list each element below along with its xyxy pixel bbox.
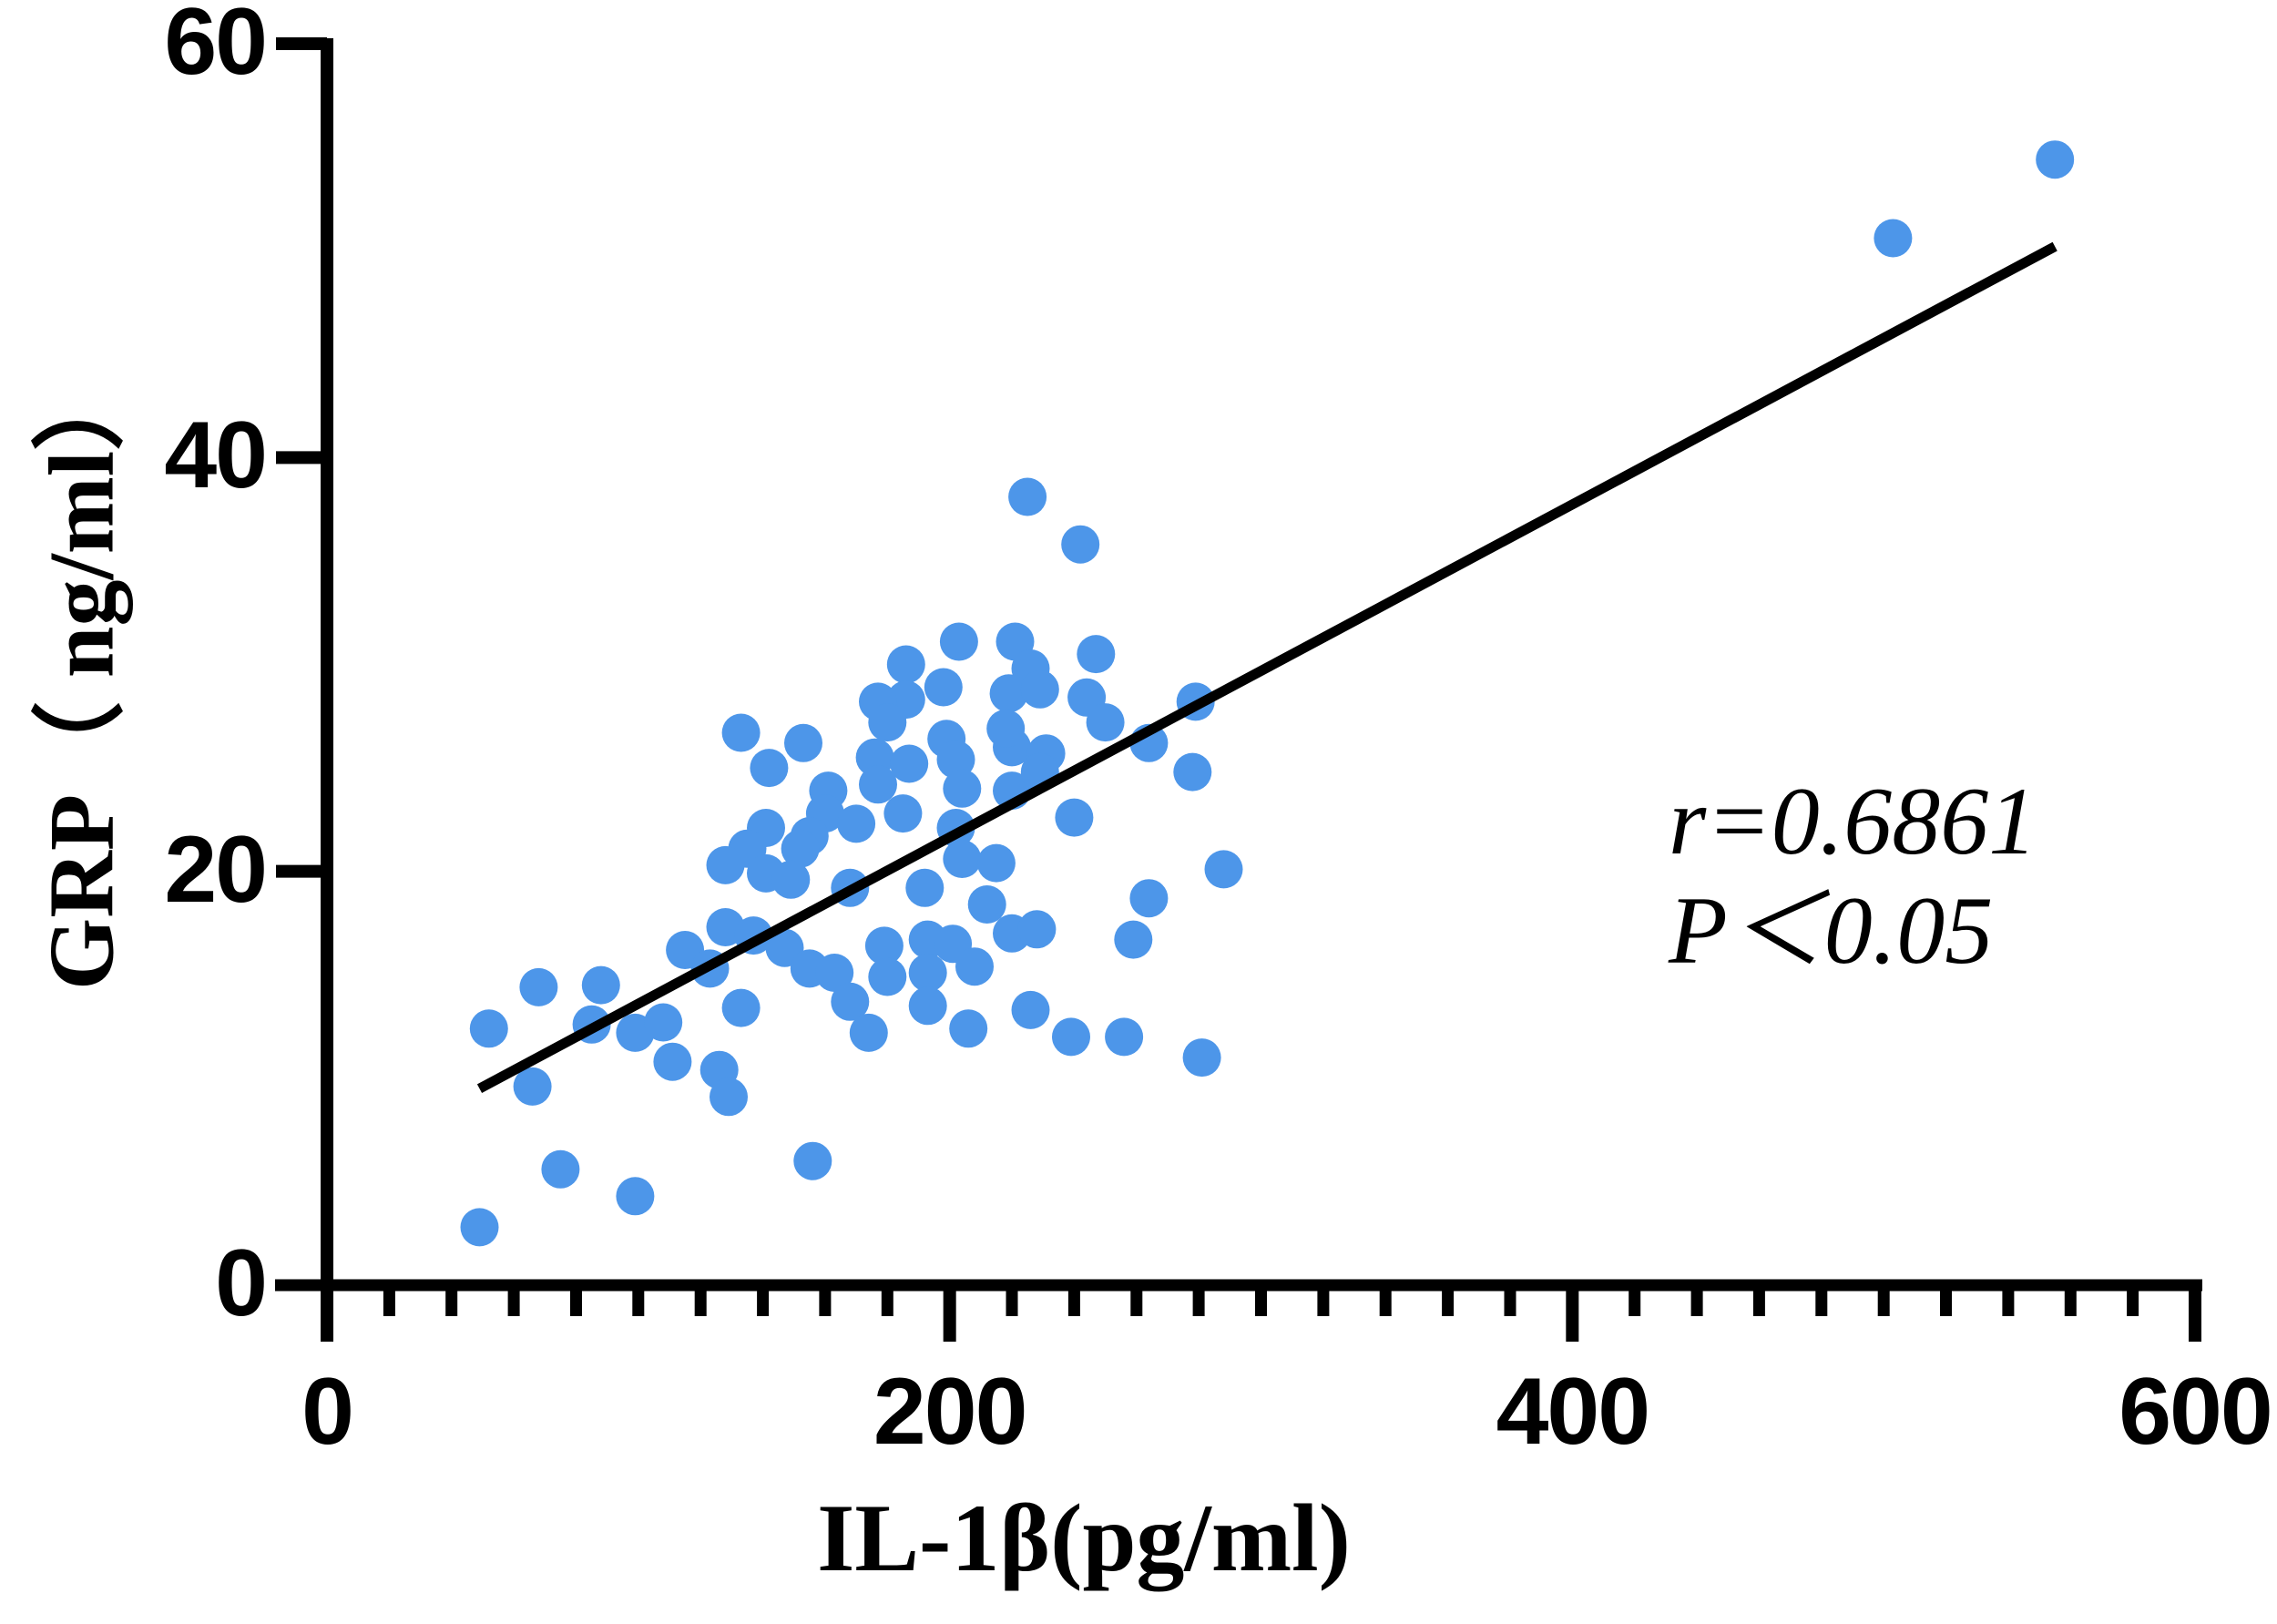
data-point	[793, 1141, 832, 1180]
x-tick-label-400: 400	[1496, 1359, 1651, 1465]
data-point	[849, 1013, 888, 1052]
data-point	[905, 868, 944, 907]
data-point	[1020, 669, 1059, 709]
data-point	[781, 829, 820, 868]
annotation-r-value: r=0.6861	[1669, 768, 2037, 874]
data-point	[1077, 635, 1116, 674]
data-point	[939, 622, 978, 661]
data-point	[513, 1067, 552, 1106]
data-point	[616, 1177, 655, 1216]
data-point	[924, 668, 963, 707]
data-point	[1052, 1017, 1090, 1057]
x-axis-title: IL-1β(pg/ml)	[817, 1485, 1351, 1591]
data-point	[721, 713, 761, 752]
data-point	[908, 954, 947, 992]
data-point	[1129, 879, 1169, 918]
data-point	[815, 954, 854, 992]
y-tick-label-0: 0	[215, 1230, 268, 1336]
data-point	[581, 965, 620, 1005]
data-point	[868, 957, 907, 996]
x-tick-label-200: 200	[873, 1359, 1028, 1465]
data-point	[1061, 525, 1100, 564]
y-tick-label-40: 40	[164, 403, 268, 509]
data-point	[469, 1009, 508, 1048]
data-point	[868, 703, 907, 742]
data-point	[1011, 990, 1050, 1029]
data-point	[460, 1208, 499, 1247]
data-point	[908, 986, 947, 1026]
data-point	[943, 769, 982, 808]
data-point	[976, 843, 1016, 883]
data-point	[1105, 1017, 1144, 1057]
correlation-annotation: r=0.6861 P＜0.05	[1669, 767, 2037, 986]
data-point	[653, 1042, 692, 1081]
data-point	[1874, 219, 1913, 258]
data-point	[986, 709, 1026, 748]
annotation-p-value: P＜0.05	[1669, 877, 1994, 984]
y-axis-title: GRP（ ng/ml）	[30, 357, 134, 991]
data-point	[955, 947, 994, 986]
data-point	[1114, 920, 1153, 959]
data-point	[890, 744, 929, 783]
x-tick-label-600: 600	[2119, 1359, 2273, 1465]
data-point	[771, 860, 811, 899]
data-point	[936, 741, 975, 779]
data-point	[1204, 850, 1243, 889]
data-point	[706, 845, 745, 884]
data-point	[859, 765, 897, 804]
x-tick-label-0: 0	[301, 1359, 354, 1465]
data-point	[1055, 798, 1094, 837]
data-point	[967, 885, 1006, 924]
data-point	[644, 1003, 683, 1042]
data-point	[2036, 140, 2075, 179]
data-point	[519, 967, 558, 1006]
data-point	[886, 645, 925, 684]
data-point	[864, 926, 904, 965]
data-point	[541, 1149, 580, 1189]
data-point	[710, 1078, 748, 1117]
regression-line	[476, 241, 2057, 1094]
data-point	[989, 674, 1028, 713]
data-point	[943, 840, 982, 878]
data-point	[883, 794, 923, 833]
data-point	[784, 723, 822, 762]
data-point	[1008, 477, 1047, 516]
data-point	[750, 749, 789, 788]
y-tick-label-20: 20	[164, 816, 268, 923]
data-point	[1182, 1038, 1221, 1078]
data-point	[949, 1009, 988, 1048]
data-point	[831, 982, 870, 1021]
y-tick-label-60: 60	[164, 0, 268, 95]
data-point	[721, 988, 761, 1027]
data-point	[1086, 703, 1125, 742]
data-point	[1173, 752, 1212, 792]
data-point	[837, 804, 876, 843]
data-point	[1017, 910, 1057, 949]
